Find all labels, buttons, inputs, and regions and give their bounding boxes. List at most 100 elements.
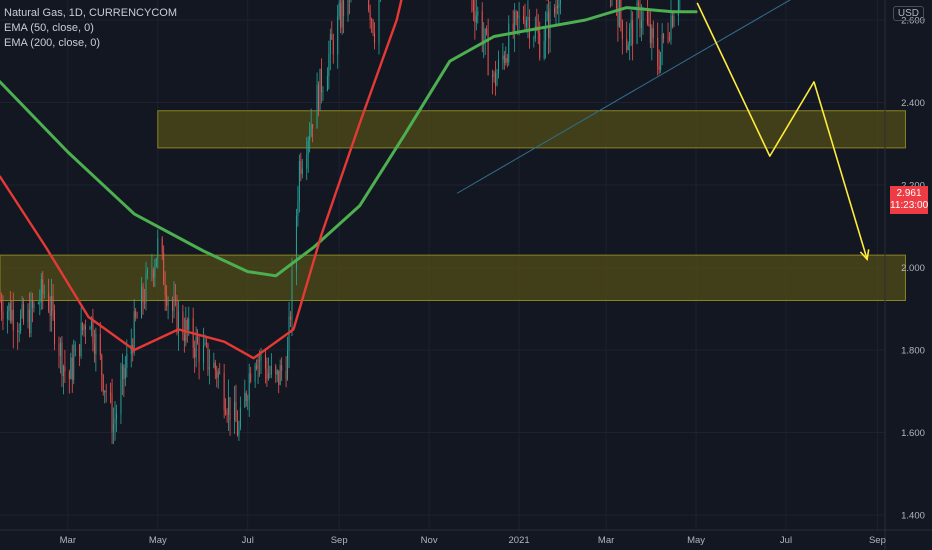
candle-up [306,155,308,169]
candle-up [291,270,293,320]
candle-down [52,296,54,311]
candle-up [347,0,349,17]
candle-down [669,38,670,40]
candle-down [235,401,237,422]
candle-up [543,40,545,59]
candle-down [166,295,168,306]
candle-up [254,365,256,382]
candle-down [658,66,660,70]
candle-down [99,333,101,356]
candle-down [123,365,125,380]
ema-lines [0,0,698,360]
candle-down [369,9,371,20]
candle-down [61,342,63,377]
candle-up [43,292,45,294]
candle-up [497,59,499,75]
symbol-title[interactable]: Natural Gas, 1D, CURRENCYCOM [4,7,177,19]
x-tick-label: 2021 [509,535,530,546]
candle-up [295,216,297,271]
candle-up [234,401,235,421]
candle-down [278,370,280,385]
candle-up [514,11,516,34]
candle-down [648,23,650,25]
candle-down [617,8,619,27]
candle-up [527,17,529,21]
candle-down [528,17,530,39]
candle-down [372,20,374,34]
candle-up [145,272,147,304]
candle-down [523,15,524,20]
candle-down [226,413,228,415]
candle-up [228,397,230,415]
last-price-value: 2.961 [896,188,922,199]
ema200-legend[interactable]: EMA (200, close, 0) [4,37,100,49]
candle-up [505,57,507,63]
y-tick-label: 2.400 [901,98,925,109]
candle-up [18,330,20,333]
candle-up [287,350,289,380]
candle-down [269,373,271,375]
candle-down [42,279,44,294]
candle-down [229,397,231,421]
candle-down [266,368,268,379]
candle-down [321,68,322,93]
candle-down [54,310,56,344]
candle-down [142,286,144,303]
candle-up [534,26,536,39]
candle-down [667,38,669,39]
candle-down [371,19,373,21]
candle-down [176,298,178,333]
candle-up [559,0,561,4]
candle-up [8,303,10,312]
candle-down [250,373,252,382]
candle-up [30,300,32,333]
candle-down [275,366,277,375]
x-tick-label: Sep [331,535,348,546]
ema50-legend[interactable]: EMA (50, close, 0) [4,22,94,34]
rising-trendline [456,0,791,194]
candle-down [172,300,174,312]
candle-down [256,365,258,369]
candle-down [663,34,665,39]
candle-down [492,75,494,77]
candle-down [487,33,489,76]
ema200-line [0,6,698,278]
candle-down [486,28,488,34]
candle-down [163,252,165,285]
candle-up [546,12,548,21]
candle-up [173,298,175,312]
x-tick-label: May [687,535,705,546]
candle-up [188,318,190,330]
candle-down [152,270,154,278]
candle-down [285,370,287,380]
candle-up [204,342,206,345]
candle-up [475,15,477,23]
candle-up [493,72,495,77]
arrowhead [859,249,870,262]
candle-down [281,365,283,371]
y-tick-label: 1.400 [901,511,925,522]
candle-down [219,372,221,373]
candle-down [1,300,2,312]
candle-down [23,304,25,323]
candle-up [239,407,241,428]
candle-up [167,300,169,306]
candle-up [11,309,13,321]
candle-up [316,84,318,129]
candle-down [111,395,113,432]
time-axis[interactable]: Mar May Jul Sep Nov 2021 Mar May Jul Sep [0,529,932,546]
candle-down [474,11,476,23]
candle-down [136,317,138,319]
candle-down [144,302,145,304]
candle-up [21,304,23,315]
candle-down [556,5,558,8]
candle-down [92,317,94,344]
candle-down [300,161,302,175]
currency-badge[interactable]: USD [892,6,924,21]
candle-up [217,372,219,378]
candle-down [649,24,651,44]
candle-down [515,11,517,13]
x-tick-label: Sep [869,535,886,546]
candle-down [495,72,496,86]
